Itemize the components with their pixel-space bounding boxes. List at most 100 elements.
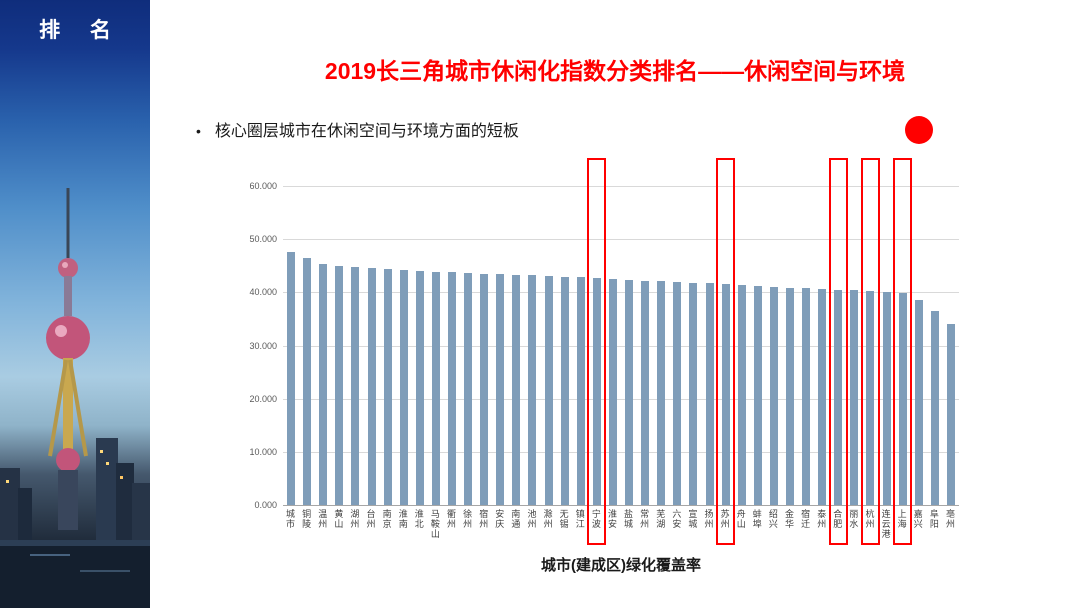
bar xyxy=(786,287,794,505)
left-photo-panel: 排 名 xyxy=(0,0,150,608)
y-axis-tick-label: 60.000 xyxy=(249,181,277,191)
y-axis-tick-label: 40.000 xyxy=(249,287,277,298)
bar xyxy=(335,265,344,505)
bar xyxy=(866,290,875,505)
x-axis-category-label: 上海 xyxy=(896,509,907,529)
bar xyxy=(319,264,328,505)
bar xyxy=(673,281,682,505)
x-axis-category-label: 台州 xyxy=(365,509,376,529)
bar xyxy=(657,281,666,505)
x-axis-category-label: 池州 xyxy=(526,509,537,529)
bar xyxy=(898,293,907,505)
bar xyxy=(399,270,408,505)
x-axis-category-label: 南通 xyxy=(510,509,521,529)
x-axis-category-label: 无锡 xyxy=(558,509,569,529)
x-axis-category-label: 泰州 xyxy=(816,509,827,529)
x-axis-category-label: 南京 xyxy=(381,509,392,529)
bar xyxy=(641,280,650,505)
x-axis-category-label: 嘉兴 xyxy=(912,509,923,529)
bar xyxy=(415,271,424,505)
bar xyxy=(592,277,601,505)
bar xyxy=(464,273,473,505)
x-axis-category-label: 扬州 xyxy=(703,509,714,529)
x-axis-category-label: 合肥 xyxy=(832,509,843,529)
pearl-tower-illustration xyxy=(0,188,150,608)
bar xyxy=(737,285,746,505)
x-axis-category-label: 温州 xyxy=(317,509,328,529)
bar xyxy=(802,288,811,505)
x-axis-category-label: 城市 xyxy=(285,509,296,529)
bar xyxy=(930,311,939,505)
y-axis-tick-label: 10.000 xyxy=(249,446,277,457)
bullet-line: • 核心圈层城市在休闲空间与环境方面的短板 xyxy=(196,117,519,141)
highlight-box-上海 xyxy=(893,158,913,545)
bar xyxy=(480,273,489,505)
bar xyxy=(544,276,553,505)
bar xyxy=(303,257,312,505)
x-axis-category-label: 淮南 xyxy=(397,509,408,529)
x-axis-category-label: 亳州 xyxy=(944,509,955,529)
highlight-box-宁波 xyxy=(587,158,607,545)
bar xyxy=(625,279,634,505)
x-axis-category-label: 丽水 xyxy=(848,509,859,529)
gridline xyxy=(283,239,959,241)
bar xyxy=(608,279,617,505)
gridline xyxy=(283,186,959,187)
y-axis-tick-label: 20.000 xyxy=(249,393,277,404)
x-axis-category-label: 舟山 xyxy=(735,509,746,529)
bar xyxy=(528,275,537,505)
bar xyxy=(351,266,360,505)
x-axis-category-label: 宿州 xyxy=(478,509,489,529)
highlight-box-苏州 xyxy=(716,158,736,545)
x-axis-category-label: 湖州 xyxy=(349,509,360,529)
bar-chart: 城市(建成区)绿化覆盖率 0.000 10.000 20.000 30.000 40.0… xyxy=(235,158,980,590)
bar xyxy=(834,289,843,505)
bullet-marker: • xyxy=(196,123,201,139)
x-axis-category-label: 铜陵 xyxy=(301,509,312,529)
gridline xyxy=(283,345,959,347)
page-title: 排 名 xyxy=(39,19,123,42)
bar xyxy=(946,324,955,505)
x-axis-category-label: 盐城 xyxy=(623,509,634,529)
x-axis-category-label: 六安 xyxy=(671,509,682,529)
x-axis-category-label: 阜阳 xyxy=(928,509,939,529)
x-axis-category-label: 苏州 xyxy=(719,509,730,529)
highlight-box-合肥 xyxy=(828,158,848,545)
x-axis-category-label: 常州 xyxy=(639,509,650,529)
bar xyxy=(560,276,569,505)
x-axis-category-label: 芜湖 xyxy=(655,509,666,529)
x-axis-category-label: 衢州 xyxy=(446,509,456,529)
x-axis-category-label: 马鞍山 xyxy=(429,509,440,539)
bar xyxy=(431,271,440,505)
y-axis-tick-label: 0.000 xyxy=(254,500,277,510)
bar xyxy=(512,274,521,505)
bar xyxy=(753,285,762,505)
bar xyxy=(689,282,698,505)
x-axis-category-label: 黄山 xyxy=(333,509,344,529)
x-axis-category-label: 淮北 xyxy=(413,509,424,529)
bar xyxy=(818,289,827,505)
bar xyxy=(367,267,376,505)
bar xyxy=(721,284,730,505)
x-axis-category-label: 宁波 xyxy=(590,509,601,529)
gridline xyxy=(283,451,959,453)
gridline xyxy=(283,505,959,506)
x-axis-category-label: 滁州 xyxy=(542,509,553,529)
bar xyxy=(705,283,714,505)
x-axis-category-label: 宣城 xyxy=(687,509,698,529)
x-axis-category-label: 宿迁 xyxy=(800,509,811,529)
slide-title: 2019长三角城市休闲化指数分类排名——休闲空间与环境 xyxy=(324,58,906,84)
bar xyxy=(448,272,456,505)
x-axis-category-label: 安庆 xyxy=(494,509,505,529)
x-axis-title: 城市(建成区)绿化覆盖率 xyxy=(541,557,701,574)
x-axis-category-label: 金华 xyxy=(784,509,794,529)
slide-content: 2019长三角城市休闲化指数分类排名——休闲空间与环境 • 核心圈层城市在休闲空间… xyxy=(150,0,1080,608)
gridline xyxy=(283,398,959,400)
red-dot-marker xyxy=(905,116,933,144)
y-axis-tick-label: 30.000 xyxy=(249,340,277,351)
bar xyxy=(287,252,296,505)
bar xyxy=(850,290,859,505)
x-axis-category-label: 绍兴 xyxy=(767,509,778,529)
x-axis-category-label: 蚌埠 xyxy=(751,509,762,529)
